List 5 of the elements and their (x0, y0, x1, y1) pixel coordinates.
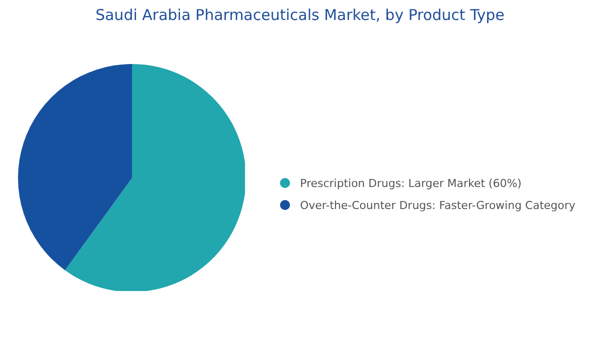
pie-slice (64, 64, 245, 291)
chart-title: Saudi Arabia Pharmaceuticals Market, by Product Type (94, 6, 506, 24)
legend-label: Prescription Drugs: Larger Market (60%) (300, 176, 522, 190)
pie-slice (18, 64, 132, 270)
legend-label: Over-the-Counter Drugs: Faster-Growing Category (300, 198, 576, 212)
